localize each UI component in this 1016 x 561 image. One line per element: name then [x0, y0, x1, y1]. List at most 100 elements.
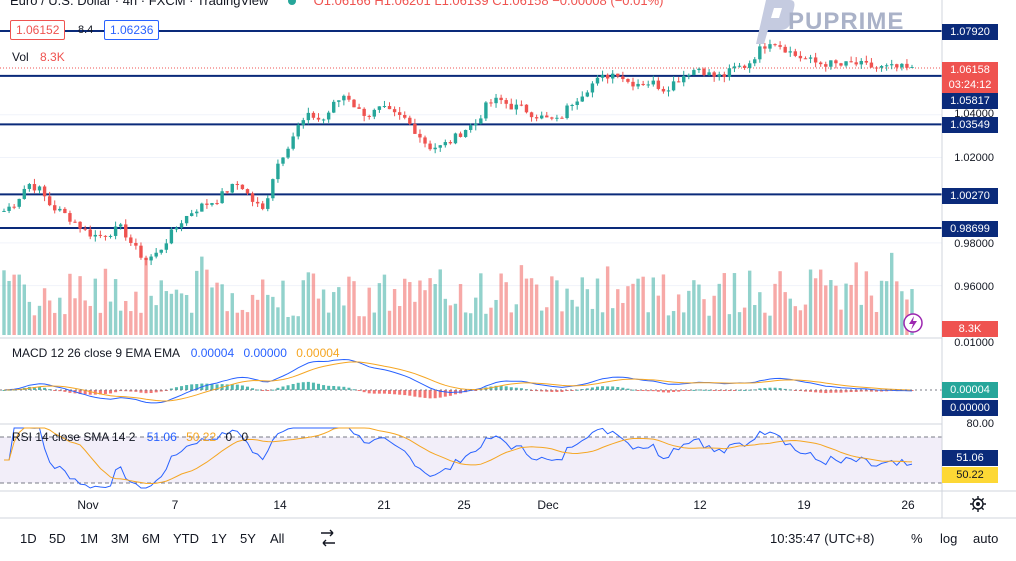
- range-1m-button[interactable]: 1M: [80, 531, 99, 546]
- candle-body[interactable]: [205, 203, 209, 205]
- candle-body[interactable]: [418, 133, 422, 138]
- candle-body[interactable]: [595, 77, 600, 84]
- candle-body[interactable]: [118, 224, 123, 227]
- candle-body[interactable]: [524, 104, 529, 113]
- candle-body[interactable]: [534, 117, 539, 119]
- candle-body[interactable]: [164, 243, 169, 250]
- range-5y-button[interactable]: 5Y: [240, 531, 256, 546]
- candle-body[interactable]: [626, 79, 630, 82]
- candle-body[interactable]: [113, 226, 118, 236]
- candle-body[interactable]: [707, 72, 711, 76]
- range-3m-button[interactable]: 3M: [111, 531, 130, 546]
- candle-body[interactable]: [58, 208, 62, 211]
- candle-body[interactable]: [590, 83, 595, 93]
- candle-body[interactable]: [651, 80, 655, 85]
- candle-body[interactable]: [423, 137, 427, 144]
- candle-body[interactable]: [458, 133, 463, 137]
- candle-body[interactable]: [144, 257, 148, 261]
- candle-body[interactable]: [281, 157, 285, 164]
- candle-body[interactable]: [793, 51, 798, 56]
- candle-body[interactable]: [261, 203, 265, 209]
- candle-body[interactable]: [474, 123, 478, 126]
- candle-body[interactable]: [68, 213, 72, 222]
- candle-body[interactable]: [504, 100, 508, 104]
- candle-body[interactable]: [215, 203, 219, 205]
- candle-body[interactable]: [266, 198, 270, 209]
- candle-body[interactable]: [276, 163, 280, 180]
- candle-body[interactable]: [47, 196, 52, 206]
- candle-body[interactable]: [332, 101, 336, 113]
- candle-body[interactable]: [849, 61, 853, 63]
- candle-body[interactable]: [778, 45, 782, 47]
- candle-body[interactable]: [271, 179, 275, 199]
- candle-body[interactable]: [22, 188, 26, 199]
- candle-body[interactable]: [413, 123, 417, 134]
- candle-body[interactable]: [839, 63, 843, 66]
- candle-body[interactable]: [154, 252, 158, 257]
- candle-body[interactable]: [824, 64, 828, 67]
- candle-body[interactable]: [438, 145, 442, 148]
- candle-body[interactable]: [377, 106, 382, 110]
- candle-body[interactable]: [83, 228, 87, 230]
- candle-body[interactable]: [408, 117, 412, 124]
- candle-body[interactable]: [32, 184, 37, 191]
- candle-body[interactable]: [37, 186, 42, 191]
- candle-body[interactable]: [676, 81, 681, 83]
- range-all-button[interactable]: All: [270, 531, 285, 546]
- candle-body[interactable]: [869, 62, 874, 68]
- candle-body[interactable]: [895, 64, 899, 68]
- candle-body[interactable]: [367, 115, 371, 117]
- candle-body[interactable]: [702, 68, 706, 76]
- candle-body[interactable]: [854, 62, 858, 65]
- candle-body[interactable]: [763, 46, 767, 49]
- candle-body[interactable]: [758, 46, 762, 60]
- compare-icon[interactable]: [321, 529, 335, 547]
- candle-body[interactable]: [753, 59, 757, 64]
- buy-price-button[interactable]: 1.06236: [104, 20, 160, 40]
- candle-body[interactable]: [656, 80, 661, 89]
- candle-body[interactable]: [342, 95, 346, 101]
- candle-body[interactable]: [570, 104, 574, 106]
- candlesticks[interactable]: [2, 39, 914, 266]
- candle-body[interactable]: [352, 99, 356, 108]
- range-6m-button[interactable]: 6M: [142, 531, 161, 546]
- candle-body[interactable]: [621, 76, 625, 80]
- candle-body[interactable]: [489, 102, 493, 104]
- candle-body[interactable]: [88, 229, 92, 237]
- candle-body[interactable]: [768, 44, 772, 49]
- candle-body[interactable]: [225, 191, 229, 193]
- candle-body[interactable]: [235, 183, 240, 185]
- candle-body[interactable]: [12, 206, 16, 208]
- candle-body[interactable]: [788, 51, 792, 53]
- candle-body[interactable]: [580, 96, 584, 102]
- candle-body[interactable]: [189, 213, 194, 216]
- candle-body[interactable]: [428, 143, 432, 150]
- candle-body[interactable]: [631, 81, 635, 87]
- level-price-tag[interactable]: 1.07920: [942, 24, 998, 40]
- candle-body[interactable]: [453, 133, 458, 144]
- candle-body[interactable]: [641, 83, 645, 86]
- candle-body[interactable]: [134, 242, 138, 246]
- candle-body[interactable]: [200, 203, 204, 212]
- candle-body[interactable]: [286, 148, 290, 158]
- candle-body[interactable]: [844, 61, 848, 66]
- candle-body[interactable]: [545, 115, 549, 118]
- candle-body[interactable]: [103, 235, 108, 237]
- auto-scale-button[interactable]: auto: [973, 531, 999, 546]
- candle-body[interactable]: [311, 112, 316, 118]
- candle-body[interactable]: [636, 83, 640, 87]
- percent-scale-button[interactable]: %: [911, 531, 923, 546]
- candle-body[interactable]: [722, 74, 727, 77]
- candle-body[interactable]: [514, 104, 519, 110]
- candle-body[interactable]: [195, 211, 199, 214]
- candle-body[interactable]: [93, 234, 98, 237]
- range-ytd-button[interactable]: YTD: [173, 531, 199, 546]
- candle-body[interactable]: [879, 66, 884, 68]
- candle-body[interactable]: [727, 68, 732, 77]
- candle-body[interactable]: [829, 60, 833, 67]
- level-price-tag[interactable]: 0.98699: [942, 221, 998, 237]
- candle-body[interactable]: [53, 205, 57, 211]
- candle-body[interactable]: [169, 229, 174, 244]
- candle-body[interactable]: [529, 112, 534, 118]
- candle-body[interactable]: [575, 101, 579, 105]
